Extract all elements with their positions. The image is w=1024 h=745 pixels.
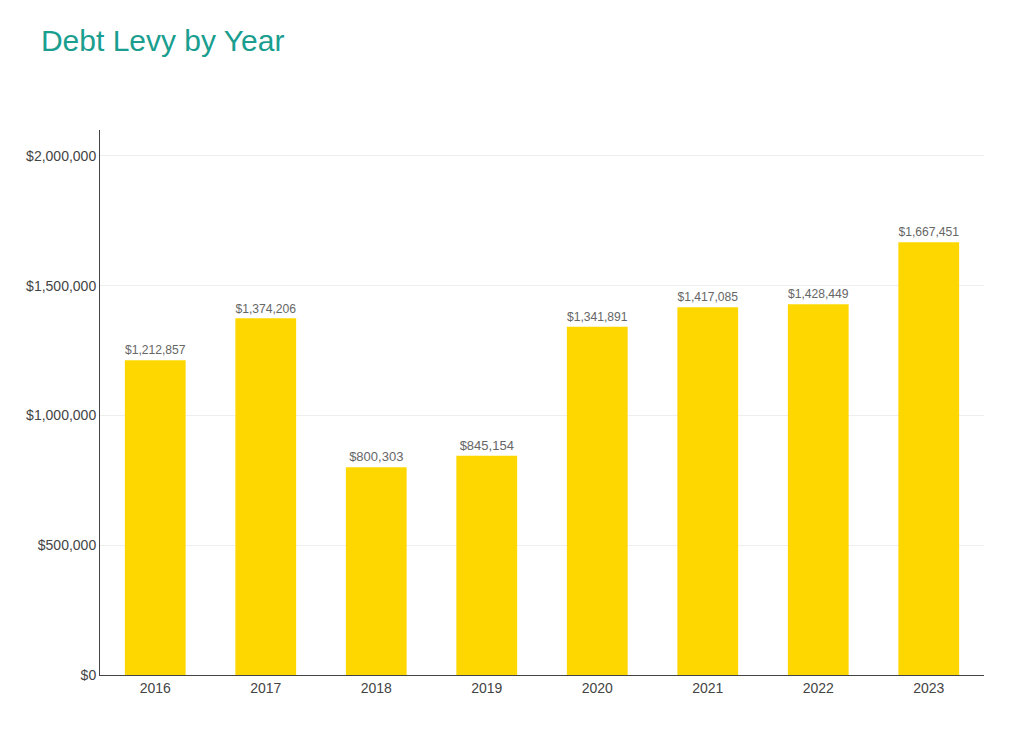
svg-text:$2,000,000: $2,000,000	[26, 148, 96, 164]
svg-text:2019: 2019	[471, 680, 502, 696]
svg-text:$1,667,451: $1,667,451	[898, 225, 959, 239]
svg-text:2023: 2023	[913, 680, 944, 696]
svg-text:$1,000,000: $1,000,000	[26, 407, 96, 423]
svg-text:2022: 2022	[803, 680, 834, 696]
svg-text:$1,428,449: $1,428,449	[788, 287, 849, 301]
svg-text:$1,341,891: $1,341,891	[567, 310, 628, 324]
svg-text:$1,500,000: $1,500,000	[26, 278, 96, 294]
svg-text:$845,154: $845,154	[460, 438, 514, 453]
svg-text:2016: 2016	[140, 680, 171, 696]
svg-text:$800,303: $800,303	[349, 449, 403, 464]
svg-text:Debt Levy by Year: Debt Levy by Year	[41, 24, 285, 57]
svg-text:2017: 2017	[250, 680, 281, 696]
svg-text:2020: 2020	[582, 680, 613, 696]
svg-text:2021: 2021	[692, 680, 723, 696]
svg-text:$0: $0	[81, 667, 97, 683]
svg-text:$1,417,085: $1,417,085	[677, 290, 738, 304]
svg-text:$1,374,206: $1,374,206	[235, 302, 296, 316]
svg-text:2018: 2018	[361, 680, 392, 696]
svg-text:$500,000: $500,000	[38, 537, 97, 553]
svg-text:$1,212,857: $1,212,857	[125, 343, 186, 357]
